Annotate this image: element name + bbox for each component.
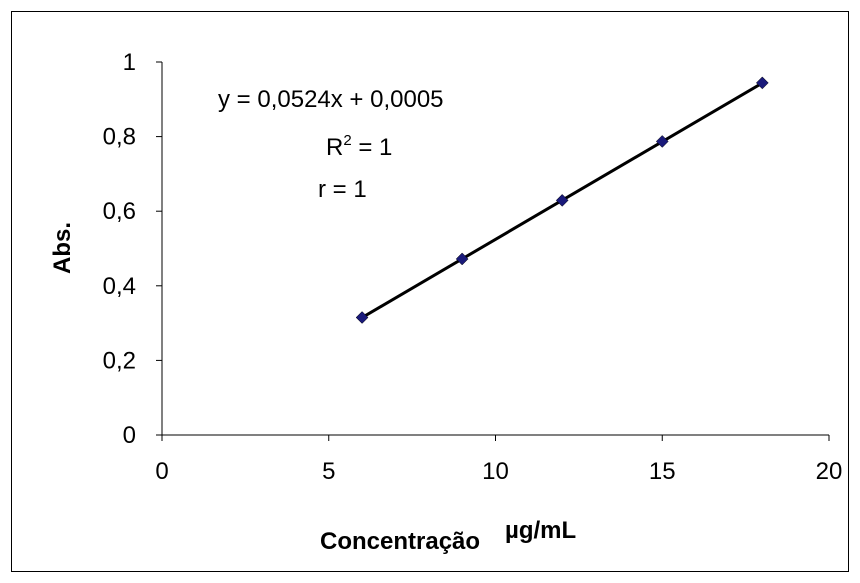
r-squared-value: = 1 bbox=[352, 134, 393, 161]
x-tick-label: 0 bbox=[155, 458, 168, 485]
tick-labels: 00,20,40,60,810 5 10 15 20 bbox=[103, 49, 843, 485]
y-tick-label: 0,4 bbox=[103, 273, 136, 300]
r-label: r = 1 bbox=[318, 176, 367, 203]
y-tick-label: 0,6 bbox=[103, 198, 136, 225]
y-tick-label: 0 bbox=[123, 422, 136, 449]
data-point bbox=[355, 311, 369, 324]
y-tick-label: 0,8 bbox=[103, 124, 136, 151]
data-point bbox=[755, 76, 769, 90]
r-squared-base: R bbox=[326, 134, 343, 161]
equation-label: y = 0,0524x + 0,0005 bbox=[218, 86, 444, 113]
data-point bbox=[655, 135, 669, 148]
data-point bbox=[555, 194, 569, 207]
chart-frame bbox=[11, 11, 849, 572]
r-squared-superscript: 2 bbox=[343, 132, 351, 149]
x-axis-unit: µg/mL bbox=[505, 517, 576, 544]
x-tick-label: 10 bbox=[482, 458, 509, 485]
y-tick-label: 1 bbox=[123, 49, 136, 76]
y-axis-title: Abs. bbox=[49, 222, 76, 274]
y-tick-label: 0,2 bbox=[103, 347, 136, 374]
data-point bbox=[455, 252, 469, 266]
x-axis-title: Concentração bbox=[320, 528, 480, 555]
r-squared-label: R2 = 1 bbox=[326, 132, 392, 161]
x-tick-label: 20 bbox=[816, 458, 843, 485]
axes bbox=[156, 61, 830, 441]
x-tick-label: 15 bbox=[649, 458, 676, 485]
x-tick-label: 5 bbox=[322, 458, 335, 485]
data-points bbox=[355, 76, 769, 324]
